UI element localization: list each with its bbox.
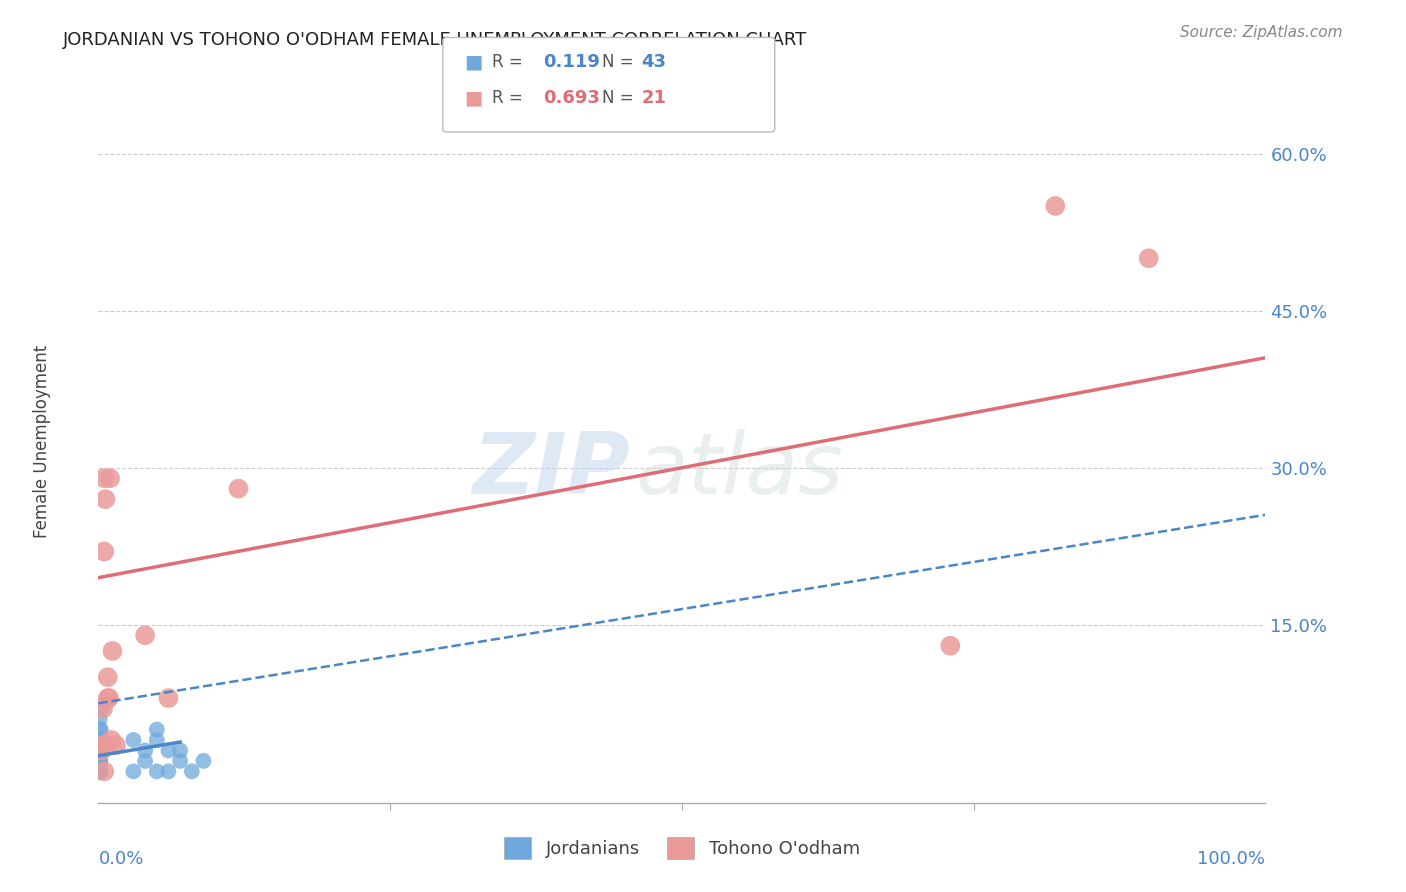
Point bbox=[89, 743, 111, 757]
Point bbox=[89, 712, 111, 726]
Point bbox=[180, 764, 202, 779]
Text: 0.119: 0.119 bbox=[543, 54, 599, 71]
Point bbox=[101, 644, 124, 658]
Point bbox=[134, 628, 156, 642]
Text: 100.0%: 100.0% bbox=[1198, 850, 1265, 868]
Point bbox=[157, 743, 180, 757]
Point bbox=[89, 743, 111, 757]
Point bbox=[93, 471, 115, 485]
Point bbox=[146, 764, 169, 779]
Point bbox=[157, 691, 180, 706]
Point bbox=[97, 670, 120, 684]
Point bbox=[1045, 199, 1067, 213]
Point bbox=[90, 743, 112, 757]
Point bbox=[134, 743, 156, 757]
Point bbox=[97, 691, 120, 706]
Point bbox=[89, 733, 111, 747]
Point bbox=[90, 733, 112, 747]
Point bbox=[89, 754, 111, 768]
Point bbox=[89, 764, 111, 779]
Point bbox=[89, 754, 111, 768]
Text: N =: N = bbox=[602, 54, 638, 71]
Text: ■: ■ bbox=[464, 53, 482, 72]
Point bbox=[100, 733, 122, 747]
Point bbox=[90, 701, 112, 715]
Point bbox=[939, 639, 962, 653]
Point bbox=[93, 764, 115, 779]
Point bbox=[134, 754, 156, 768]
Point bbox=[89, 764, 111, 779]
Point bbox=[228, 482, 250, 496]
Point bbox=[89, 764, 111, 779]
Text: 43: 43 bbox=[641, 54, 666, 71]
Point bbox=[89, 754, 111, 768]
Point bbox=[94, 492, 117, 507]
Text: atlas: atlas bbox=[636, 429, 844, 512]
Point bbox=[89, 764, 111, 779]
Point bbox=[97, 691, 120, 706]
Point bbox=[89, 733, 111, 747]
Text: ■: ■ bbox=[464, 88, 482, 108]
Point bbox=[89, 764, 111, 779]
Text: JORDANIAN VS TOHONO O'ODHAM FEMALE UNEMPLOYMENT CORRELATION CHART: JORDANIAN VS TOHONO O'ODHAM FEMALE UNEMP… bbox=[63, 31, 807, 49]
Point bbox=[89, 764, 111, 779]
Point bbox=[122, 764, 145, 779]
Point bbox=[90, 743, 112, 757]
Point bbox=[89, 743, 111, 757]
Point bbox=[122, 733, 145, 747]
Text: 21: 21 bbox=[641, 89, 666, 107]
Text: N =: N = bbox=[602, 89, 638, 107]
Text: R =: R = bbox=[492, 89, 529, 107]
Point bbox=[157, 764, 180, 779]
Point bbox=[169, 743, 191, 757]
Point bbox=[90, 743, 112, 757]
Point bbox=[89, 764, 111, 779]
Point bbox=[93, 544, 115, 558]
Point bbox=[98, 471, 121, 485]
Point bbox=[89, 723, 111, 737]
Point bbox=[169, 754, 191, 768]
Point bbox=[89, 743, 111, 757]
Text: Female Unemployment: Female Unemployment bbox=[34, 345, 52, 538]
Point bbox=[89, 754, 111, 768]
Point bbox=[89, 754, 111, 768]
Text: ZIP: ZIP bbox=[472, 429, 630, 512]
Point bbox=[90, 764, 112, 779]
Point bbox=[90, 738, 112, 752]
Point bbox=[89, 754, 111, 768]
Legend: Jordanians, Tohono O'odham: Jordanians, Tohono O'odham bbox=[496, 830, 868, 866]
Point bbox=[91, 701, 114, 715]
Text: Source: ZipAtlas.com: Source: ZipAtlas.com bbox=[1180, 25, 1343, 40]
Point bbox=[146, 733, 169, 747]
Text: 0.0%: 0.0% bbox=[98, 850, 143, 868]
Point bbox=[104, 738, 127, 752]
Point bbox=[89, 754, 111, 768]
Text: 0.693: 0.693 bbox=[543, 89, 599, 107]
Point bbox=[1137, 252, 1160, 266]
Point bbox=[89, 754, 111, 768]
Text: R =: R = bbox=[492, 54, 529, 71]
Point bbox=[96, 738, 118, 752]
Point bbox=[193, 754, 215, 768]
Point bbox=[146, 723, 169, 737]
Point bbox=[89, 754, 111, 768]
Point bbox=[90, 723, 112, 737]
